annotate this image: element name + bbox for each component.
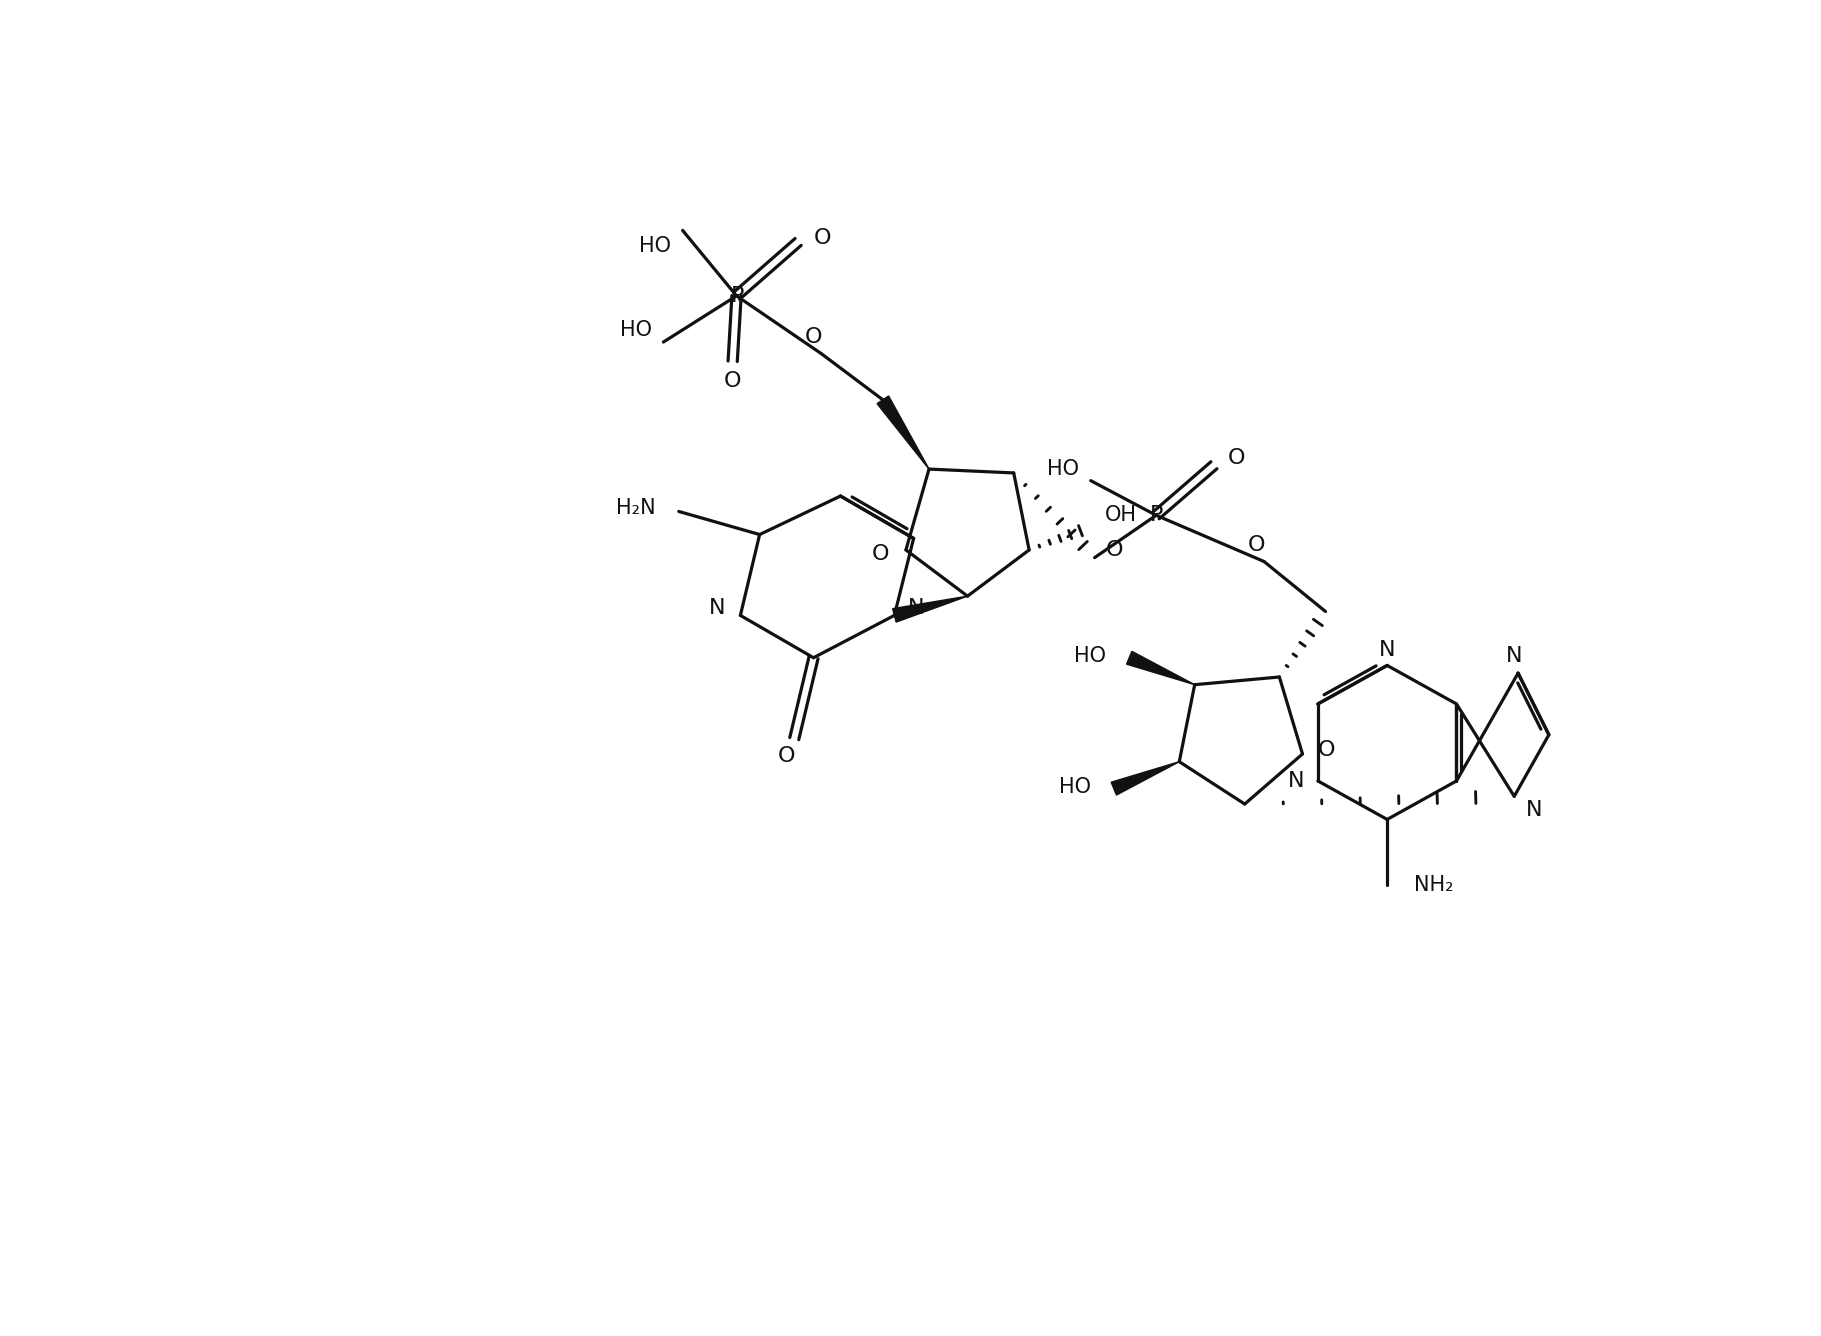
- Text: O: O: [1318, 740, 1335, 760]
- Text: HO: HO: [1058, 778, 1091, 798]
- Text: HO: HO: [619, 321, 652, 341]
- Text: P: P: [1151, 505, 1164, 525]
- Polygon shape: [892, 596, 967, 623]
- Text: O: O: [778, 745, 796, 766]
- Text: H₂N: H₂N: [615, 497, 656, 517]
- Text: O: O: [1247, 534, 1266, 554]
- Text: O: O: [1227, 448, 1246, 468]
- Text: HO: HO: [1047, 460, 1080, 480]
- Polygon shape: [1111, 762, 1180, 795]
- Text: O: O: [872, 544, 889, 564]
- Text: HO: HO: [639, 235, 672, 255]
- Text: O: O: [814, 228, 830, 248]
- Text: N: N: [708, 597, 725, 617]
- Polygon shape: [1127, 652, 1195, 684]
- Text: N: N: [1526, 800, 1542, 820]
- Text: N: N: [1287, 771, 1304, 791]
- Text: N: N: [1506, 647, 1522, 667]
- Text: NH₂: NH₂: [1415, 875, 1453, 895]
- Text: HO: HO: [1074, 647, 1105, 667]
- Polygon shape: [878, 395, 929, 469]
- Text: N: N: [909, 597, 925, 617]
- Text: P: P: [730, 286, 745, 306]
- Text: O: O: [805, 326, 823, 346]
- Text: OH: OH: [1105, 505, 1136, 525]
- Text: O: O: [725, 370, 741, 390]
- Text: O: O: [1105, 540, 1124, 560]
- Text: N: N: [1378, 640, 1395, 660]
